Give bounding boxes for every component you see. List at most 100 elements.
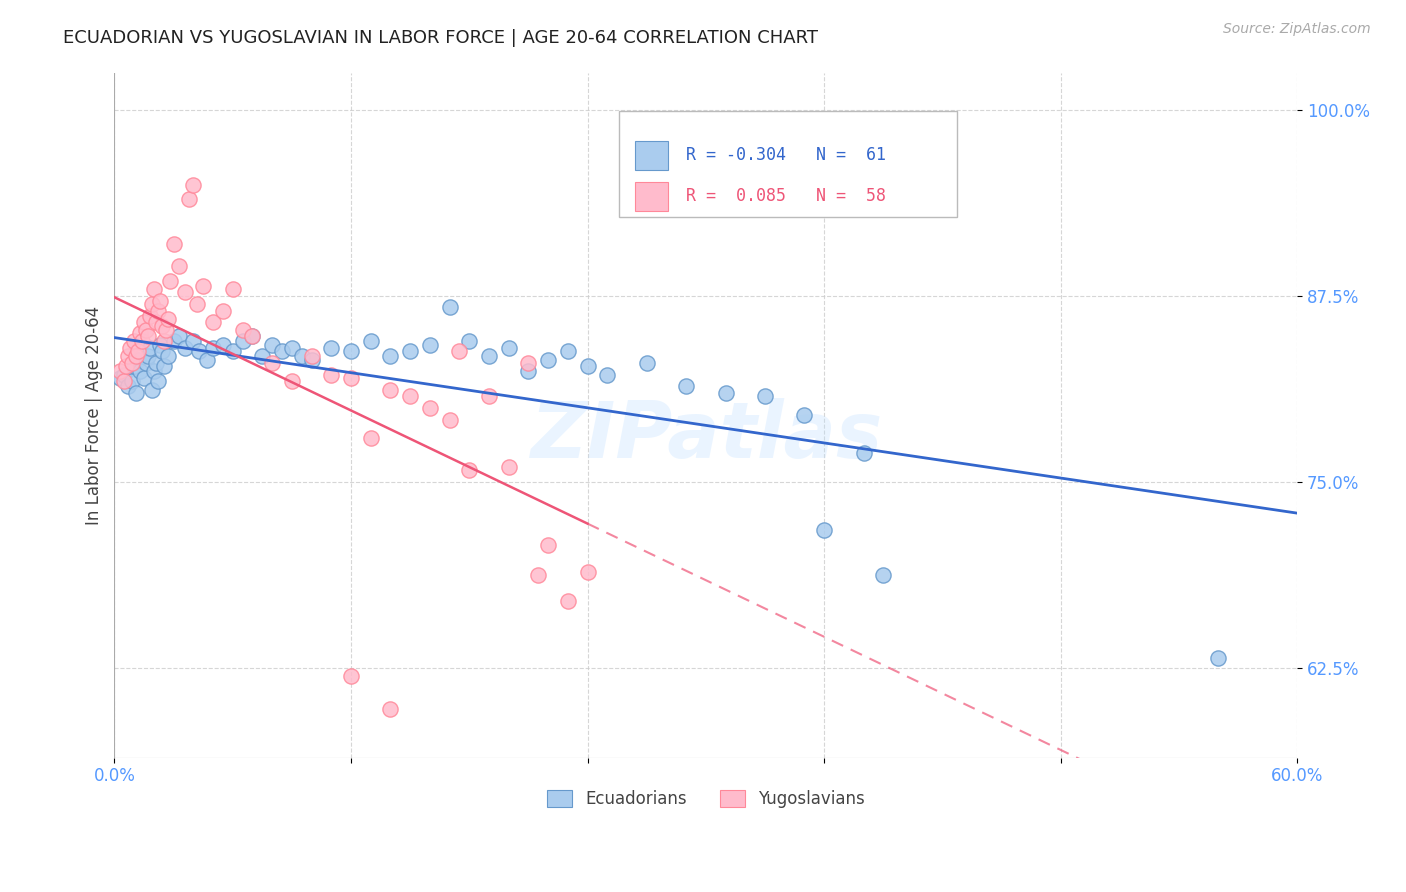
Point (221, 344, 243, 359)
Text: Source: ZipAtlas.com: Source: ZipAtlas.com (1223, 22, 1371, 37)
Point (340, 669, 363, 683)
Point (191, 278, 214, 293)
Point (360, 334, 382, 348)
Point (136, 329, 159, 343)
Point (169, 329, 191, 343)
Point (150, 344, 173, 359)
Point (152, 334, 174, 348)
Point (188, 344, 211, 359)
Point (122, 334, 145, 348)
Point (419, 338, 441, 352)
Point (478, 349, 501, 363)
Point (141, 296, 163, 310)
Point (458, 463, 481, 477)
Point (281, 374, 304, 388)
Point (262, 356, 284, 370)
Point (120, 342, 142, 356)
Point (340, 371, 363, 385)
Point (145, 356, 167, 370)
Point (135, 323, 157, 337)
Point (112, 374, 135, 388)
Point (169, 260, 191, 274)
Point (262, 338, 284, 352)
Point (714, 386, 737, 401)
Point (181, 178, 204, 192)
Point (201, 342, 224, 356)
Point (517, 364, 540, 378)
Point (132, 314, 155, 328)
Point (675, 378, 697, 392)
Point (121, 356, 143, 370)
Point (211, 304, 233, 318)
Point (793, 409, 815, 423)
Point (872, 567, 894, 582)
Point (186, 296, 208, 310)
Point (129, 364, 152, 378)
Point (517, 356, 540, 370)
Point (127, 344, 149, 359)
Text: R = -0.304   N =  61: R = -0.304 N = 61 (686, 146, 886, 164)
Point (152, 359, 174, 374)
Point (149, 338, 172, 352)
Point (131, 334, 153, 348)
Point (127, 353, 149, 368)
Point (136, 349, 159, 363)
Point (301, 353, 323, 368)
Point (478, 389, 501, 403)
Point (242, 329, 264, 343)
Point (122, 359, 145, 374)
Point (380, 349, 402, 363)
Point (125, 386, 148, 401)
Point (201, 314, 224, 328)
Point (419, 401, 441, 415)
Point (458, 334, 481, 348)
Point (576, 359, 599, 374)
Point (380, 701, 402, 715)
Point (301, 349, 323, 363)
Point (754, 389, 776, 403)
Point (195, 353, 218, 368)
Point (179, 193, 201, 207)
Point (439, 300, 461, 314)
Point (150, 318, 173, 333)
Point (537, 353, 560, 368)
Point (142, 282, 165, 296)
Point (399, 344, 422, 359)
Point (360, 431, 382, 445)
Point (271, 344, 294, 359)
Point (139, 342, 162, 356)
Point (174, 342, 197, 356)
Point (527, 567, 550, 582)
Bar (636, 141, 668, 169)
Point (155, 323, 177, 337)
Point (135, 356, 157, 370)
Point (576, 565, 599, 579)
Point (232, 323, 254, 337)
Point (537, 538, 560, 552)
Point (252, 349, 274, 363)
Text: R =  0.085   N =  58: R = 0.085 N = 58 (686, 187, 886, 205)
Point (112, 368, 135, 383)
Point (181, 334, 204, 348)
Point (211, 338, 233, 352)
Point (146, 374, 169, 388)
Point (162, 334, 184, 348)
Point (1208, 651, 1230, 665)
Point (110, 371, 132, 385)
Point (636, 356, 658, 370)
Legend: Ecuadorians, Yugoslavians: Ecuadorians, Yugoslavians (540, 783, 872, 814)
Point (498, 342, 520, 356)
Point (242, 329, 264, 343)
Point (340, 344, 363, 359)
Y-axis label: In Labor Force | Age 20-64: In Labor Force | Age 20-64 (86, 306, 103, 524)
Point (291, 349, 314, 363)
Point (557, 344, 579, 359)
Point (232, 334, 254, 348)
Point (139, 309, 162, 323)
Point (121, 374, 143, 388)
Point (125, 349, 148, 363)
Point (498, 460, 520, 475)
Point (596, 368, 619, 383)
Point (281, 342, 304, 356)
Point (117, 378, 139, 392)
